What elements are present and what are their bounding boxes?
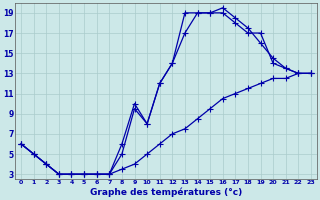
X-axis label: Graphe des températures (°c): Graphe des températures (°c) bbox=[90, 188, 242, 197]
